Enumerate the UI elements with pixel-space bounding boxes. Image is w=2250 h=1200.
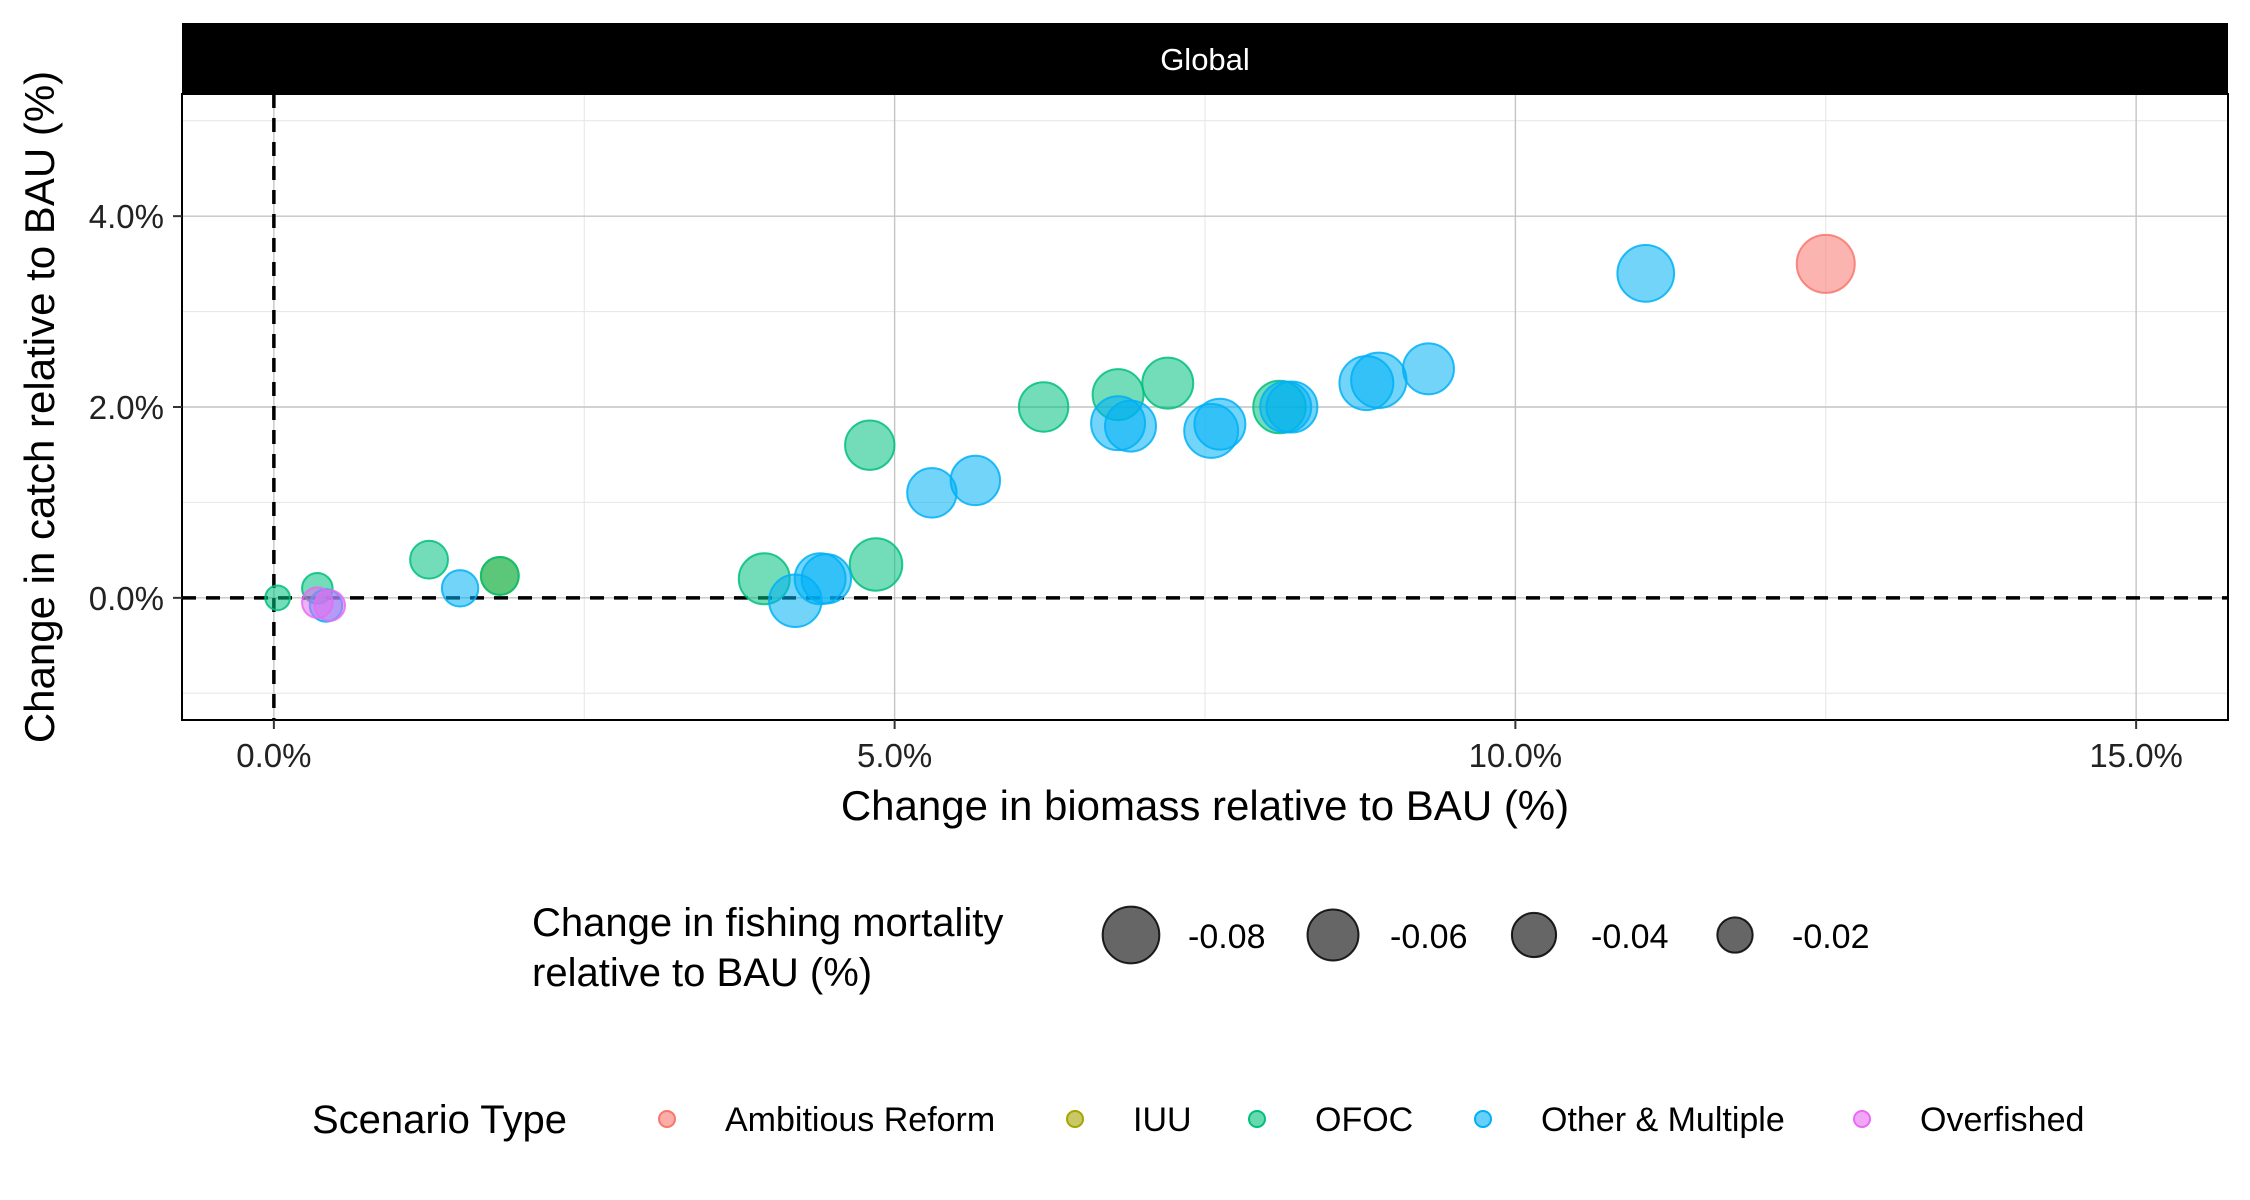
color-legend-label: IUU	[1133, 1101, 1192, 1139]
data-point-other-multiple	[949, 454, 1002, 507]
color-legend-label: Overfished	[1920, 1101, 2084, 1139]
color-legend-label: Ambitious Reform	[725, 1101, 995, 1139]
data-point-ambitious-reform	[1795, 233, 1856, 294]
x-tick-label: 0.0%	[236, 737, 311, 774]
y-tick-label: 2.0%	[89, 389, 164, 426]
size-legend-title-line-2: relative to BAU (%)	[532, 951, 872, 995]
color-legend-key	[1248, 1110, 1266, 1128]
data-point-other-multiple	[1350, 351, 1408, 409]
size-legend: -0.08 -0.06 -0.04 -0.02	[1101, 905, 1870, 965]
x-tick-label: 15.0%	[2089, 737, 2183, 774]
color-legend-key	[1474, 1110, 1492, 1128]
data-point-other-multiple	[906, 467, 958, 519]
y-axis-title: Change in catch relative to BAU (%)	[16, 71, 63, 743]
size-legend-key	[1101, 905, 1161, 965]
data-point-ofoc	[479, 555, 520, 596]
data-points	[264, 233, 1856, 628]
color-legend-label: OFOC	[1315, 1101, 1413, 1139]
data-point-ofoc	[844, 419, 896, 471]
color-legend: Ambitious Reform IUU OFOC Other & Multiple O…	[658, 1101, 2084, 1139]
y-tick-label: 0.0%	[89, 580, 164, 617]
data-point-ofoc	[1141, 356, 1195, 410]
data-point-ofoc	[409, 539, 449, 580]
facet-strip-label: Global	[1160, 42, 1250, 77]
data-point-ofoc	[1017, 381, 1070, 433]
y-tick-label: 4.0%	[89, 198, 164, 235]
data-point-other-multiple	[800, 553, 853, 605]
data-point-ofoc	[848, 537, 904, 592]
data-point-overfished	[313, 589, 347, 622]
size-legend-label: -0.04	[1591, 918, 1669, 956]
data-point-other-multiple	[1616, 244, 1676, 303]
size-legend-key	[1716, 916, 1754, 954]
data-point-other-multiple	[1104, 399, 1157, 453]
data-point-other-multiple	[1193, 397, 1247, 451]
facet-strip	[182, 23, 2228, 94]
size-legend-key	[1306, 908, 1360, 962]
data-point-other-multiple	[440, 569, 480, 608]
data-point-other-multiple	[1265, 380, 1319, 434]
y-axis-ticks: 0.0% 2.0% 4.0%	[89, 198, 182, 617]
size-legend-label: -0.06	[1390, 918, 1468, 956]
color-legend-key	[1066, 1110, 1084, 1128]
data-point-ofoc	[264, 584, 291, 612]
size-legend-title-line-1: Change in fishing mortality	[532, 901, 1003, 945]
size-legend-key	[1510, 911, 1558, 959]
data-point-other-multiple	[1401, 342, 1455, 396]
color-legend-key	[1853, 1110, 1871, 1128]
color-legend-label: Other & Multiple	[1541, 1101, 1785, 1139]
size-legend-label: -0.02	[1792, 918, 1870, 956]
x-axis-ticks: 0.0% 5.0% 10.0% 15.0%	[236, 720, 2183, 774]
x-tick-label: 5.0%	[857, 737, 932, 774]
x-tick-label: 10.0%	[1469, 737, 1563, 774]
size-legend-label: -0.08	[1188, 918, 1266, 956]
x-axis-title: Change in biomass relative to BAU (%)	[841, 782, 1569, 829]
color-legend-title: Scenario Type	[312, 1098, 567, 1142]
color-legend-key	[658, 1110, 676, 1128]
reference-lines	[182, 94, 2228, 720]
